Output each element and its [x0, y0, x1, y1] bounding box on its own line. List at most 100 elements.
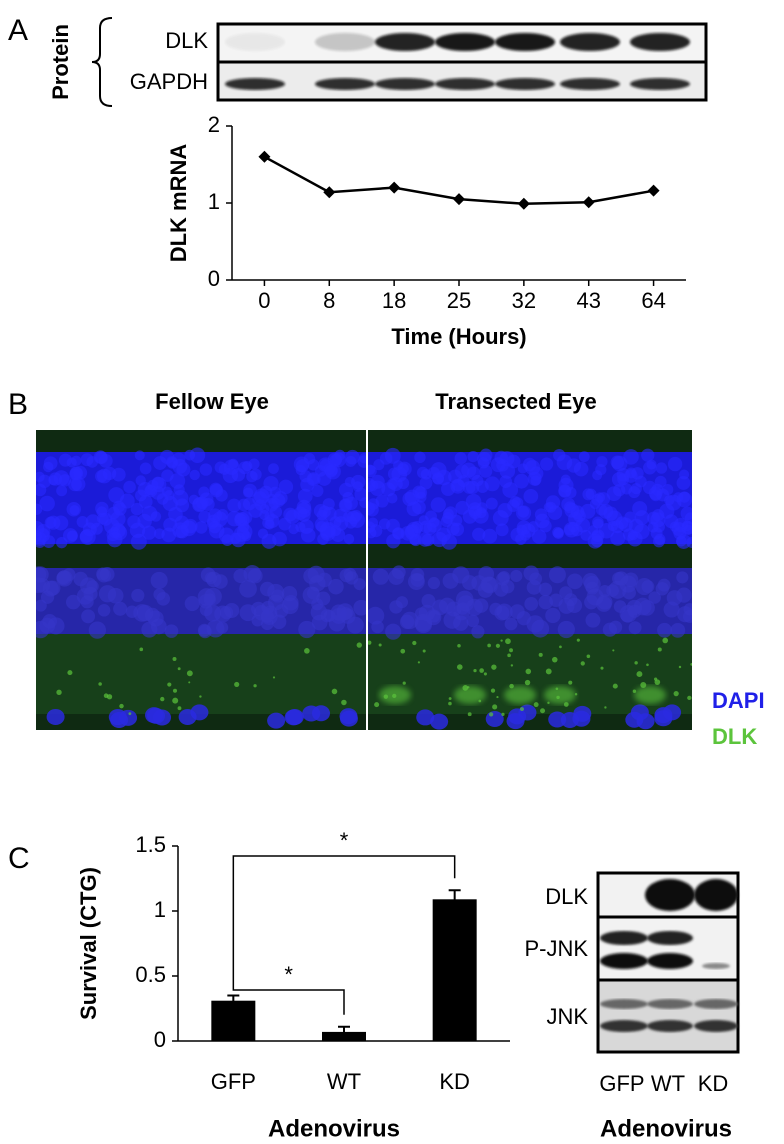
band	[495, 78, 555, 90]
nucleus	[248, 458, 260, 470]
nucleus	[199, 463, 213, 476]
nucleus	[610, 455, 625, 470]
nucleus	[538, 582, 553, 597]
nucleus	[375, 494, 389, 508]
band	[225, 33, 285, 51]
nucleus	[97, 603, 111, 617]
y-tick-label: 0	[154, 1027, 166, 1052]
data-point	[258, 150, 271, 163]
nucleus	[584, 594, 599, 610]
dlk-signal	[479, 668, 484, 673]
nucleus	[531, 529, 547, 544]
nucleus	[395, 596, 409, 609]
nucleus	[267, 712, 286, 729]
band	[225, 78, 285, 90]
panel-label: A	[8, 14, 28, 47]
nucleus	[265, 513, 280, 529]
nucleus	[368, 521, 376, 533]
band	[315, 33, 375, 51]
nucleus	[153, 588, 166, 601]
nucleus	[545, 607, 561, 624]
dlk-signal	[483, 672, 487, 676]
nucleus	[107, 531, 123, 548]
nucleus	[259, 485, 273, 499]
dlk-signal	[172, 657, 177, 662]
x-tick-label: WT	[327, 1069, 361, 1094]
nucleus	[162, 495, 178, 512]
nucleus	[392, 565, 406, 580]
nucleus	[647, 511, 660, 525]
nucleus	[234, 513, 246, 524]
nucleus	[657, 578, 671, 592]
nucleus	[147, 707, 166, 724]
nucleus	[188, 494, 199, 505]
nucleus	[387, 478, 399, 490]
bracket	[91, 17, 113, 107]
nucleus	[297, 488, 313, 504]
band	[630, 78, 690, 90]
dlk-signal	[172, 697, 179, 704]
layer	[36, 634, 366, 714]
nucleus	[540, 457, 554, 471]
dlk-signal	[199, 695, 202, 698]
nucleus	[538, 594, 554, 610]
dlk-signal	[234, 681, 240, 688]
nucleus	[43, 456, 58, 471]
nucleus	[151, 476, 165, 489]
nucleus	[330, 524, 342, 537]
x-tick-label: 8	[323, 288, 335, 313]
nucleus	[127, 515, 141, 529]
nucleus	[233, 526, 250, 542]
nucleus	[625, 711, 644, 728]
nucleus	[135, 475, 146, 486]
nucleus	[547, 505, 563, 520]
nucleus	[184, 449, 196, 461]
dlk-signal	[457, 644, 461, 648]
nucleus	[297, 508, 311, 522]
nucleus	[552, 528, 564, 539]
significance-bracket	[232, 983, 345, 1015]
data-point	[582, 196, 595, 209]
nucleus	[135, 489, 147, 502]
nucleus	[231, 468, 246, 482]
dlk-signal	[188, 681, 191, 684]
nucleus	[523, 488, 539, 504]
dlk-signal	[600, 666, 604, 670]
nucleus	[472, 527, 486, 541]
nucleus	[40, 590, 55, 604]
error-bar	[227, 994, 240, 1006]
y-axis-label: Survival (CTG)	[76, 867, 101, 1020]
dlk-signal	[422, 649, 426, 653]
nucleus	[526, 615, 544, 633]
dlk-signal	[551, 656, 558, 663]
dlk-signal	[378, 643, 382, 647]
nucleus	[473, 598, 489, 613]
nucleus	[455, 500, 470, 515]
nucleus	[79, 528, 96, 545]
dlk-signal	[172, 688, 178, 693]
nucleus	[573, 461, 589, 477]
dlk-signal	[356, 642, 362, 648]
data-point	[388, 181, 401, 194]
dlk-signal	[634, 661, 638, 665]
nucleus	[161, 469, 174, 482]
nucleus	[683, 603, 692, 616]
dlk-signal	[402, 681, 406, 685]
dlk-signal	[505, 638, 511, 645]
nucleus	[338, 498, 353, 513]
dlk-signal	[400, 648, 406, 654]
dlk-signal	[341, 699, 347, 706]
nucleus	[641, 448, 655, 462]
y-tick-label: 1	[208, 189, 220, 214]
nucleus	[368, 465, 377, 478]
nucleus	[591, 530, 603, 543]
nucleus	[510, 569, 523, 583]
band	[375, 78, 435, 90]
nucleus	[90, 522, 103, 535]
nucleus	[384, 447, 401, 464]
nucleus	[150, 571, 168, 589]
nucleus	[47, 617, 65, 635]
bar	[432, 899, 477, 1041]
nucleus	[596, 455, 608, 468]
panel-label: C	[8, 842, 30, 875]
